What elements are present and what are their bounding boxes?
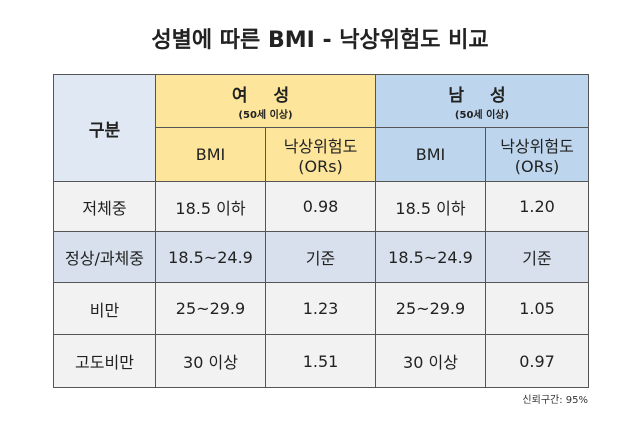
male-bmi: 25~29.9 bbox=[375, 282, 486, 335]
female-bmi-header: BMI bbox=[155, 127, 266, 182]
table-row: 고도비만 30 이상 1.51 30 이상 0.97 bbox=[53, 334, 589, 388]
male-bmi: 18.5 이하 bbox=[375, 181, 486, 232]
male-risk-header: 낙상위험도 (ORs) bbox=[485, 127, 589, 182]
table-row: 정상/과체중 18.5~24.9 기준 18.5~24.9 기준 bbox=[53, 231, 589, 283]
female-risk-header: 낙상위험도 (ORs) bbox=[265, 127, 376, 182]
risk-label: 낙상위험도 bbox=[500, 137, 574, 156]
female-or: 1.51 bbox=[265, 334, 376, 388]
row-category: 고도비만 bbox=[53, 334, 156, 388]
bmi-fall-risk-table: 구분 여 성 (50세 이상) 남 성 (50세 이상) BMI 낙상위험도 (ORs… bbox=[53, 74, 589, 388]
row-category: 비만 bbox=[53, 282, 156, 335]
male-bmi-header: BMI bbox=[375, 127, 486, 182]
female-sub: (50세 이상) bbox=[238, 110, 293, 121]
ors-label: (ORs) bbox=[514, 157, 560, 176]
male-bmi: 30 이상 bbox=[375, 334, 486, 388]
female-bmi: 18.5 이하 bbox=[155, 181, 266, 232]
header-category: 구분 bbox=[53, 74, 156, 182]
male-or: 0.97 bbox=[485, 334, 589, 388]
female-or: 1.23 bbox=[265, 282, 376, 335]
male-or: 기준 bbox=[485, 231, 589, 283]
male-or: 1.20 bbox=[485, 181, 589, 232]
female-label: 여 성 bbox=[231, 86, 300, 106]
risk-label: 낙상위험도 bbox=[283, 137, 358, 156]
male-bmi: 18.5~24.9 bbox=[375, 231, 486, 283]
table-row: 저체중 18.5 이하 0.98 18.5 이하 1.20 bbox=[53, 181, 589, 232]
table-row: 비만 25~29.9 1.23 25~29.9 1.05 bbox=[53, 282, 589, 335]
confidence-note: 신뢰구간: 95% bbox=[522, 395, 588, 406]
header-male: 남 성 (50세 이상) bbox=[375, 74, 589, 128]
female-or: 기준 bbox=[265, 231, 376, 283]
ors-label: (ORs) bbox=[298, 157, 343, 176]
row-category: 정상/과체중 bbox=[53, 231, 156, 283]
female-bmi: 25~29.9 bbox=[155, 282, 266, 335]
male-or: 1.05 bbox=[485, 282, 589, 335]
header-female: 여 성 (50세 이상) bbox=[155, 74, 376, 128]
male-label: 남 성 bbox=[448, 86, 516, 106]
female-bmi: 30 이상 bbox=[155, 334, 266, 388]
male-sub: (50세 이상) bbox=[454, 110, 510, 121]
page-title: 성별에 따른 BMI - 낙상위험도 비교 bbox=[151, 28, 489, 53]
female-bmi: 18.5~24.9 bbox=[155, 231, 266, 283]
female-or: 0.98 bbox=[265, 181, 376, 232]
row-category: 저체중 bbox=[53, 181, 156, 232]
